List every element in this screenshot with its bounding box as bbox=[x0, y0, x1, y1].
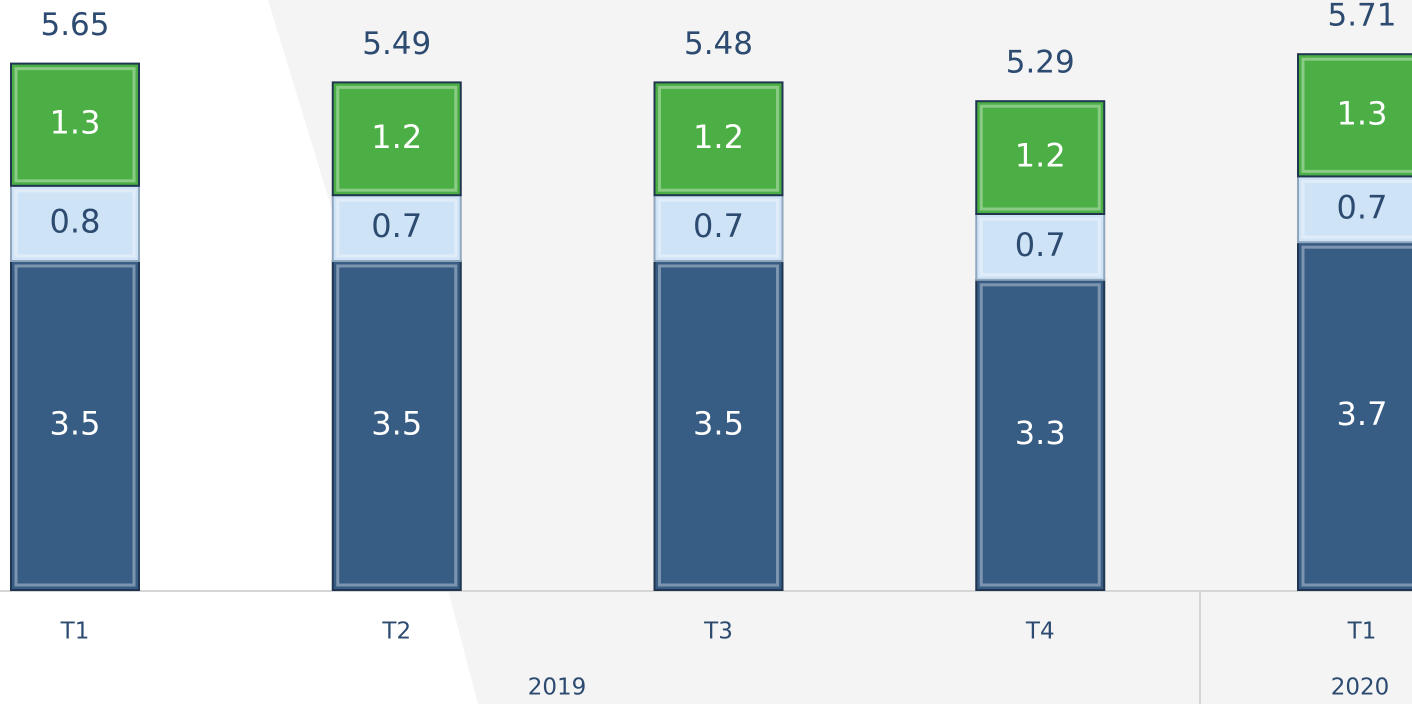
bar-bevel bbox=[1301, 245, 1412, 587]
group-label: 2019 bbox=[528, 675, 587, 701]
x-tick-label: T1 bbox=[1347, 619, 1377, 645]
x-tick-label: T3 bbox=[703, 619, 733, 645]
segment-label: 0.7 bbox=[693, 207, 744, 245]
segment-label: 3.3 bbox=[1015, 414, 1066, 452]
bar-bevel bbox=[14, 67, 136, 183]
bar-bevel bbox=[979, 217, 1101, 277]
bar-bevel bbox=[979, 104, 1101, 211]
segment-label: 0.7 bbox=[371, 207, 422, 245]
total-label: 5.29 bbox=[1006, 45, 1075, 81]
total-label: 5.71 bbox=[1327, 0, 1396, 34]
bar-segment bbox=[1297, 53, 1412, 178]
segment-label: 0.7 bbox=[1015, 226, 1066, 264]
background-panel bbox=[268, 0, 1412, 704]
segment-label: 0.8 bbox=[50, 202, 101, 240]
x-tick-label: T1 bbox=[60, 619, 90, 645]
bar-segment bbox=[10, 62, 140, 187]
segment-label: 1.3 bbox=[1337, 94, 1388, 132]
bar-bevel bbox=[979, 283, 1101, 587]
bar-bevel bbox=[1301, 179, 1412, 239]
bar-segment bbox=[975, 100, 1106, 215]
bar-segment bbox=[653, 194, 784, 262]
bar-bevel bbox=[14, 189, 136, 258]
x-tick-label: T4 bbox=[1025, 619, 1055, 645]
segment-label: 0.7 bbox=[1337, 188, 1388, 226]
bar-segment bbox=[331, 81, 462, 197]
bar-segment bbox=[10, 260, 140, 591]
bar-bevel bbox=[336, 264, 458, 587]
bar-bevel bbox=[336, 198, 458, 258]
bar-bevel bbox=[658, 198, 779, 258]
bar-bevel bbox=[658, 264, 779, 587]
segment-label: 1.2 bbox=[371, 118, 422, 156]
segment-label: 1.2 bbox=[1015, 137, 1066, 175]
segment-label: 3.5 bbox=[371, 405, 422, 443]
bar-bevel bbox=[14, 264, 136, 587]
x-tick-label: T2 bbox=[381, 619, 411, 645]
segment-label: 3.7 bbox=[1337, 395, 1388, 433]
bar-segment bbox=[1297, 241, 1412, 591]
bar-segment bbox=[975, 278, 1106, 591]
bar-segment bbox=[10, 184, 140, 262]
segment-label: 3.5 bbox=[693, 405, 744, 443]
bar-bevel bbox=[336, 85, 458, 192]
total-label: 5.65 bbox=[40, 7, 109, 43]
segment-label: 1.2 bbox=[693, 118, 744, 156]
bar-segment bbox=[653, 81, 784, 197]
total-label: 5.49 bbox=[362, 26, 431, 62]
bar-segment bbox=[1297, 175, 1412, 244]
bar-segment bbox=[653, 260, 784, 591]
segment-label: 1.3 bbox=[50, 104, 101, 142]
bar-bevel bbox=[658, 85, 779, 192]
bar-bevel bbox=[1301, 57, 1412, 173]
segment-label: 3.5 bbox=[50, 405, 101, 443]
total-label: 5.48 bbox=[684, 26, 753, 62]
group-label: 2020 bbox=[1331, 675, 1390, 701]
